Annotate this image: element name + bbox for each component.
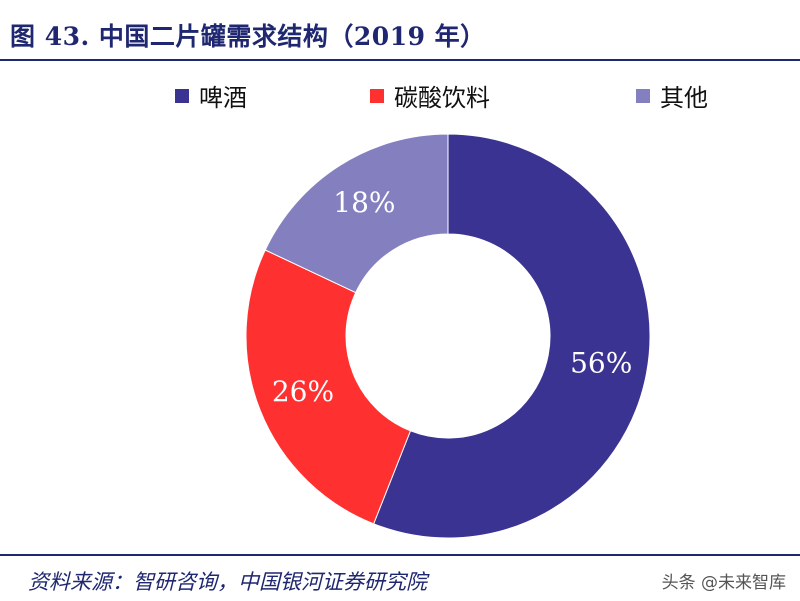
slice-label-beer: 56% [570,347,632,380]
legend-item-carbonated: 碳酸饮料 [370,78,490,113]
slice-carbonated [245,249,412,525]
legend-swatch-other [636,88,650,103]
title-divider [0,59,800,61]
slice-label-other: 18% [333,186,395,219]
legend: 啤酒 碳酸饮料 其他 [0,78,800,114]
slice-beer [372,133,651,539]
chart-title: 图 43. 中国二片罐需求结构（2019 年） [10,22,486,51]
legend-label-beer: 啤酒 [199,84,247,112]
slice-other [264,133,449,294]
legend-item-other: 其他 [636,78,708,113]
slice-label-carbonated: 26% [272,375,334,408]
legend-swatch-carbonated [370,88,384,103]
legend-label-carbonated: 碳酸饮料 [394,84,490,112]
legend-label-other: 其他 [660,84,708,112]
footer-divider [0,554,800,556]
legend-swatch-beer [175,88,189,103]
legend-item-beer: 啤酒 [175,78,247,113]
watermark: 头条 @未来智库 [661,573,786,593]
source-note: 资料来源：智研咨询，中国银河证券研究院 [28,570,427,594]
